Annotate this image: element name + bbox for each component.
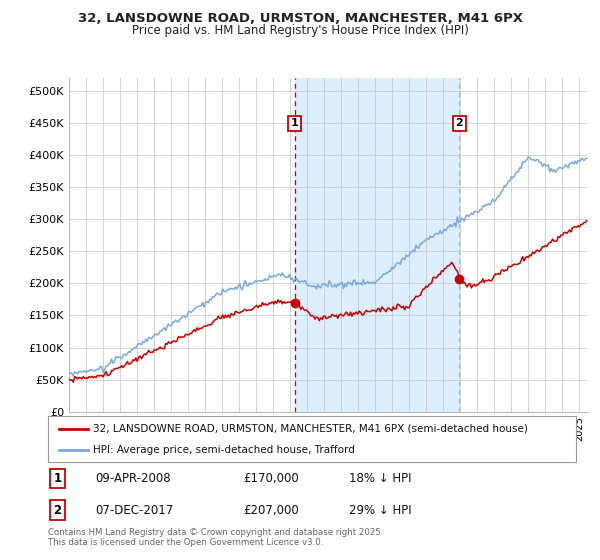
Text: 07-DEC-2017: 07-DEC-2017: [95, 503, 174, 516]
Bar: [295, 78, 459, 412]
Text: Contains HM Land Registry data © Crown copyright and database right 2025.
This d: Contains HM Land Registry data © Crown c…: [48, 528, 383, 547]
Text: 2: 2: [53, 503, 62, 516]
Text: 1: 1: [53, 472, 62, 485]
Text: 2: 2: [455, 118, 463, 128]
Text: 09-APR-2008: 09-APR-2008: [95, 472, 171, 485]
Text: Price paid vs. HM Land Registry's House Price Index (HPI): Price paid vs. HM Land Registry's House …: [131, 24, 469, 37]
Text: HPI: Average price, semi-detached house, Trafford: HPI: Average price, semi-detached house,…: [93, 445, 355, 455]
Text: 1: 1: [291, 118, 299, 128]
Text: 32, LANSDOWNE ROAD, URMSTON, MANCHESTER, M41 6PX: 32, LANSDOWNE ROAD, URMSTON, MANCHESTER,…: [77, 12, 523, 25]
FancyBboxPatch shape: [48, 416, 576, 462]
Text: £207,000: £207,000: [244, 503, 299, 516]
Text: 32, LANSDOWNE ROAD, URMSTON, MANCHESTER, M41 6PX (semi-detached house): 32, LANSDOWNE ROAD, URMSTON, MANCHESTER,…: [93, 424, 528, 434]
Text: £170,000: £170,000: [244, 472, 299, 485]
Text: 29% ↓ HPI: 29% ↓ HPI: [349, 503, 412, 516]
Text: 18% ↓ HPI: 18% ↓ HPI: [349, 472, 412, 485]
